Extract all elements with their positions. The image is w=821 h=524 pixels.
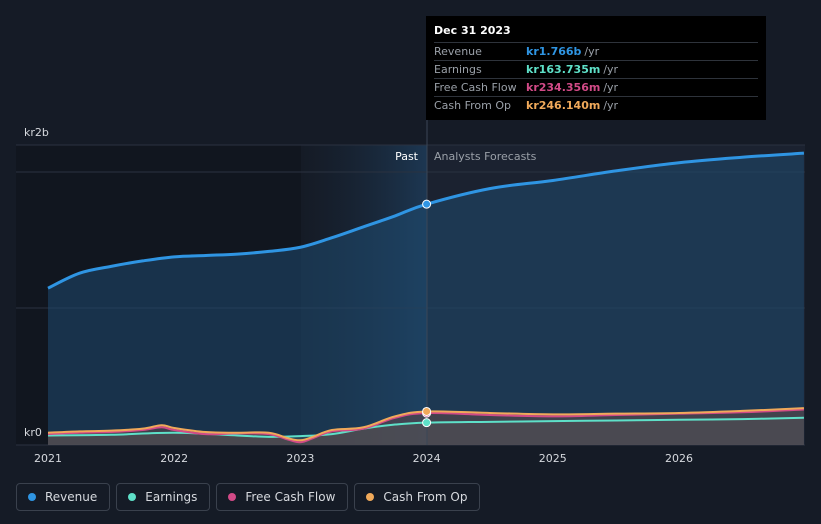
line-free-cash-flow bbox=[47, 408, 804, 444]
tooltip-unit: /yr bbox=[584, 45, 600, 58]
x-axis-ticks: 2021 2022 2023 2024 2025 2026 bbox=[34, 452, 693, 465]
tooltip-unit: /yr bbox=[603, 81, 619, 94]
x-tick-label-2021: 2021 bbox=[34, 452, 62, 465]
tooltip-unit: /yr bbox=[603, 63, 619, 76]
legend-dot-icon bbox=[228, 493, 237, 501]
tooltip-value: kr163.735m bbox=[526, 63, 601, 76]
y-tick-label-zero: kr0 bbox=[24, 426, 42, 439]
tooltip-label: Free Cash Flow bbox=[434, 81, 517, 94]
tooltip: Dec 31 2023 Revenue kr1.766b /yr Earning… bbox=[426, 16, 766, 120]
tooltip-label: Revenue bbox=[434, 45, 482, 58]
marker-earnings bbox=[422, 418, 432, 428]
legend-item-earnings[interactable]: Earnings bbox=[116, 483, 211, 511]
highlight-markers bbox=[422, 199, 432, 428]
marker-revenue bbox=[422, 199, 432, 209]
legend-label: Earnings bbox=[145, 490, 198, 504]
tooltip-value: kr1.766b bbox=[526, 45, 582, 58]
legend: Revenue Earnings Free Cash Flow Cash Fro… bbox=[16, 483, 481, 511]
legend-dot-icon bbox=[28, 493, 36, 501]
line-cash-from-op bbox=[47, 407, 804, 442]
y-tick-label-top: kr2b bbox=[24, 126, 49, 139]
x-tick-label-2022: 2022 bbox=[160, 452, 188, 465]
tooltip-unit: /yr bbox=[603, 99, 619, 112]
tooltip-value: kr234.356m bbox=[526, 81, 601, 94]
legend-item-free-cash-flow[interactable]: Free Cash Flow bbox=[216, 483, 349, 511]
tooltip-row-free-cash-flow: Free Cash Flow kr234.356m /yr bbox=[434, 78, 758, 96]
tooltip-value: kr246.140m bbox=[526, 99, 601, 112]
tooltip-row-cash-from-op: Cash From Op kr246.140m /yr bbox=[434, 96, 758, 114]
legend-dot-icon bbox=[128, 493, 137, 501]
past-label: Past bbox=[395, 150, 419, 163]
tooltip-row-revenue: Revenue kr1.766b /yr bbox=[434, 42, 758, 60]
forecast-label: Analysts Forecasts bbox=[434, 150, 537, 163]
legend-label: Revenue bbox=[45, 490, 98, 504]
area-earnings bbox=[48, 417, 804, 445]
legend-item-cash-from-op[interactable]: Cash From Op bbox=[354, 483, 481, 511]
tooltip-row-earnings: Earnings kr163.735m /yr bbox=[434, 60, 758, 78]
line-revenue bbox=[47, 151, 805, 290]
x-tick-label-2024: 2024 bbox=[413, 452, 441, 465]
x-tick-label-2026: 2026 bbox=[665, 452, 693, 465]
series-lines bbox=[47, 151, 805, 444]
legend-item-revenue[interactable]: Revenue bbox=[16, 483, 111, 511]
tooltip-date: Dec 31 2023 bbox=[434, 24, 511, 37]
legend-dot-icon bbox=[366, 493, 375, 501]
legend-label: Cash From Op bbox=[383, 490, 468, 504]
tooltip-label: Cash From Op bbox=[434, 99, 512, 112]
x-tick-label-2023: 2023 bbox=[286, 452, 314, 465]
marker-cash-from-op bbox=[422, 406, 432, 416]
x-tick-label-2025: 2025 bbox=[539, 452, 567, 465]
area-revenue bbox=[48, 153, 804, 445]
tooltip-label: Earnings bbox=[434, 63, 482, 76]
legend-label: Free Cash Flow bbox=[245, 490, 336, 504]
